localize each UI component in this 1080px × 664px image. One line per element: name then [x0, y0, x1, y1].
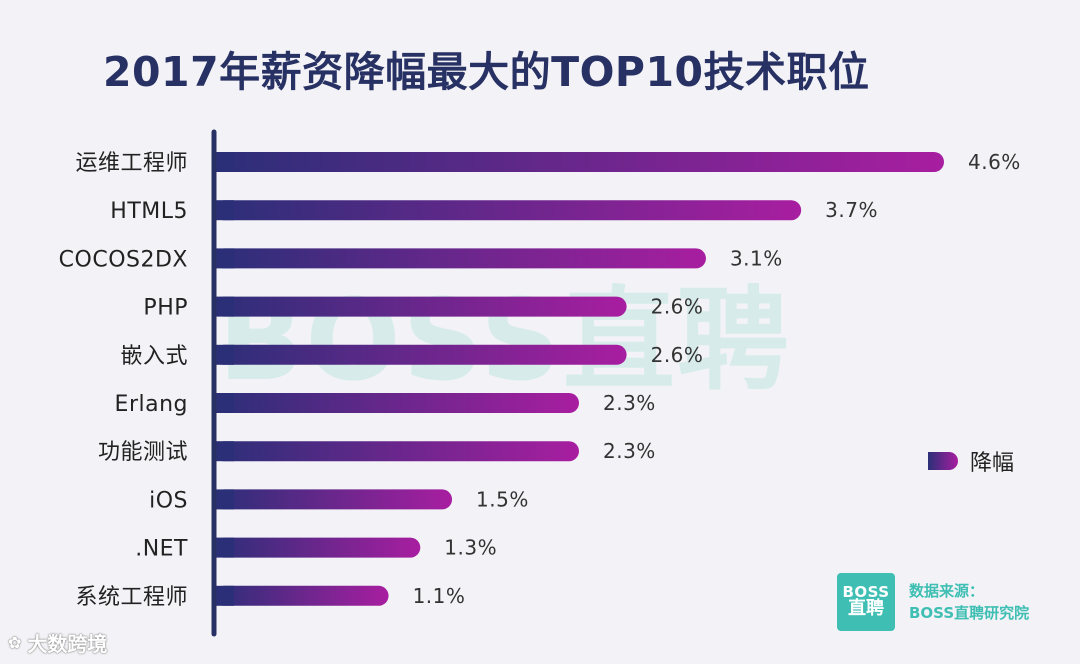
legend: 降幅: [928, 445, 1014, 477]
category-label: Erlang: [115, 392, 188, 417]
data-source: BOSS 直聘 数据来源： BOSS直聘研究院: [837, 573, 1029, 631]
category-label: 嵌入式: [120, 344, 188, 369]
bar-base-6: [214, 441, 234, 462]
value-label: 2.6%: [651, 343, 704, 367]
bar-base-2: [214, 248, 234, 269]
bar-9: [214, 585, 389, 606]
logo-line-1: BOSS: [842, 582, 890, 601]
category-label: 运维工程师: [75, 151, 188, 176]
value-label: 4.6%: [968, 150, 1021, 174]
source-text: 数据来源： BOSS直聘研究院: [909, 580, 1029, 625]
bar-base-1: [214, 200, 234, 221]
bar-2: [214, 248, 706, 269]
value-label: 1.5%: [476, 487, 529, 511]
category-label: PHP: [143, 296, 188, 321]
bar-base-7: [214, 489, 234, 510]
category-label: iOS: [149, 488, 188, 513]
category-label: HTML5: [110, 199, 188, 224]
bar-base-3: [214, 296, 234, 317]
source-line-2: BOSS直聘研究院: [909, 604, 1030, 622]
value-label: 2.3%: [603, 391, 656, 415]
bar-base-0: [214, 152, 234, 172]
category-label: 功能测试: [98, 440, 188, 465]
value-label: 2.6%: [651, 295, 704, 319]
bar-base-9: [214, 585, 234, 606]
value-label: 3.1%: [730, 246, 783, 270]
bar-3: [214, 296, 627, 317]
value-label: 1.3%: [444, 536, 497, 560]
value-label: 2.3%: [603, 439, 656, 463]
bar-6: [214, 441, 579, 462]
source-line-1: 数据来源：: [909, 581, 985, 600]
bar-8: [214, 537, 421, 558]
bar-7: [214, 489, 453, 510]
brand-watermark: ✿ 大数跨境: [8, 628, 107, 657]
bar-base-4: [214, 344, 234, 365]
bar-5: [214, 393, 579, 413]
bars-group: 运维工程师 4.6% HTML5 3.7% COCOS2DX 3.1% PHP 2.6% 嵌入式…: [59, 150, 1021, 610]
legend-label: 降幅: [970, 451, 1015, 476]
category-label: 系统工程师: [75, 585, 188, 610]
bar-0: [214, 152, 944, 172]
value-label: 3.7%: [825, 198, 878, 222]
bar-1: [214, 200, 802, 221]
value-label: 1.1%: [413, 584, 466, 608]
wechat-logo-icon: ✿: [8, 633, 22, 652]
brand-text: 大数跨境: [27, 632, 108, 656]
boss-zhipin-logo: BOSS 直聘: [837, 573, 895, 631]
bar-base-8: [214, 537, 234, 558]
category-label: COCOS2DX: [59, 247, 188, 272]
bar-4: [214, 344, 627, 365]
category-label: .NET: [135, 537, 188, 562]
legend-swatch: [928, 452, 958, 470]
chart-title: 2017年薪资降幅最大的TOP10技术职位: [103, 48, 870, 96]
logo-line-2: 直聘: [848, 598, 884, 620]
bar-base-5: [214, 393, 234, 413]
